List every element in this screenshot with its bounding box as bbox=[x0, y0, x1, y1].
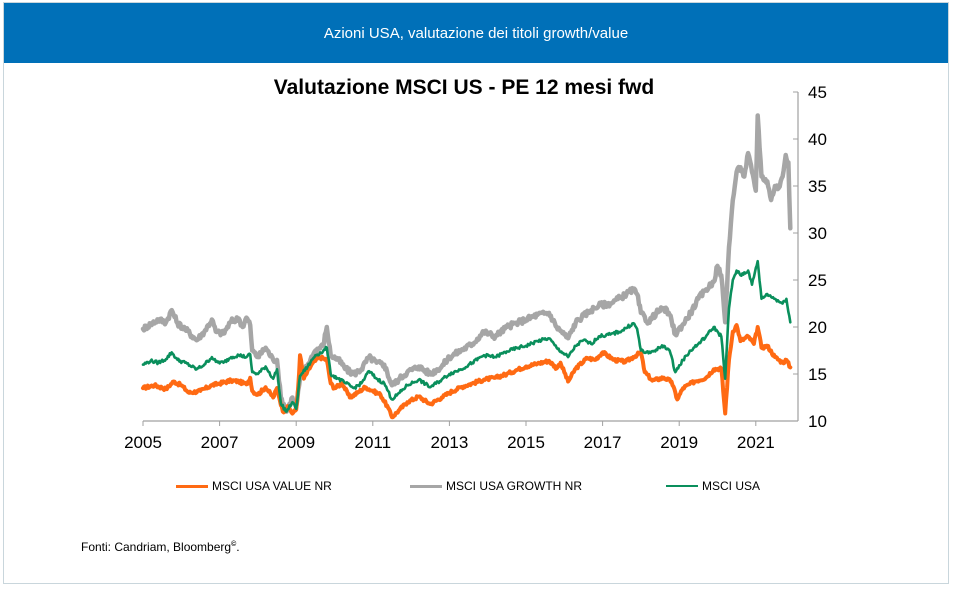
x-tick-label: 2005 bbox=[124, 433, 162, 452]
legend-swatch-value bbox=[176, 484, 208, 488]
legend-label-growth: MSCI USA GROWTH NR bbox=[446, 479, 583, 493]
x-tick-label: 2015 bbox=[507, 433, 545, 452]
series-line-msci-usa bbox=[141, 259, 792, 413]
source-note: Fonti: Candriam, Bloomberg©. bbox=[81, 540, 240, 554]
legend-swatch-growth bbox=[410, 484, 442, 488]
banner-title: Azioni USA, valutazione dei titoli growt… bbox=[323, 24, 629, 42]
series-line-value bbox=[141, 323, 793, 420]
x-tick-label: 2009 bbox=[277, 433, 315, 452]
source-suffix: . bbox=[236, 540, 240, 554]
y-tick-label: 25 bbox=[808, 271, 827, 290]
y-tick-label: 35 bbox=[808, 177, 827, 196]
legend-item-growth: MSCI USA GROWTH NR bbox=[410, 479, 582, 493]
banner: Azioni USA, valutazione dei titoli growt… bbox=[4, 3, 948, 63]
y-tick-label: 30 bbox=[808, 224, 827, 243]
x-tick-label: 2019 bbox=[660, 433, 698, 452]
x-tick-label: 2013 bbox=[430, 433, 468, 452]
y-tick-label: 15 bbox=[808, 365, 827, 384]
x-tick-label: 2021 bbox=[737, 433, 775, 452]
x-tick-label: 2011 bbox=[355, 433, 392, 452]
y-tick-label: 10 bbox=[808, 412, 827, 431]
chart-title: Valutazione MSCI US - PE 12 mesi fwd bbox=[273, 76, 655, 99]
x-tick-label: 2007 bbox=[201, 433, 239, 452]
source-text: Fonti: Candriam, Bloomberg bbox=[81, 540, 232, 554]
legend-item-value: MSCI USA VALUE NR bbox=[176, 479, 332, 493]
series-line-growth bbox=[140, 113, 793, 414]
legend-item-msci-usa: MSCI USA bbox=[666, 479, 760, 493]
x-tick-label: 2017 bbox=[584, 433, 622, 452]
legend-label-msci-usa: MSCI USA bbox=[702, 479, 761, 493]
y-tick-label: 20 bbox=[808, 318, 827, 337]
card-frame bbox=[3, 2, 949, 584]
y-tick-label: 40 bbox=[808, 130, 827, 149]
legend-label-value: MSCI USA VALUE NR bbox=[212, 479, 332, 493]
axes-layer: 2005 2007 2009 2011 2013 2015 2017 2019 2021 10 15… bbox=[124, 83, 827, 452]
y-tick-label: 45 bbox=[808, 83, 827, 102]
series-layer bbox=[140, 113, 793, 420]
legend-swatch-msci-usa bbox=[666, 485, 698, 487]
copyright-mark: © bbox=[231, 541, 237, 548]
